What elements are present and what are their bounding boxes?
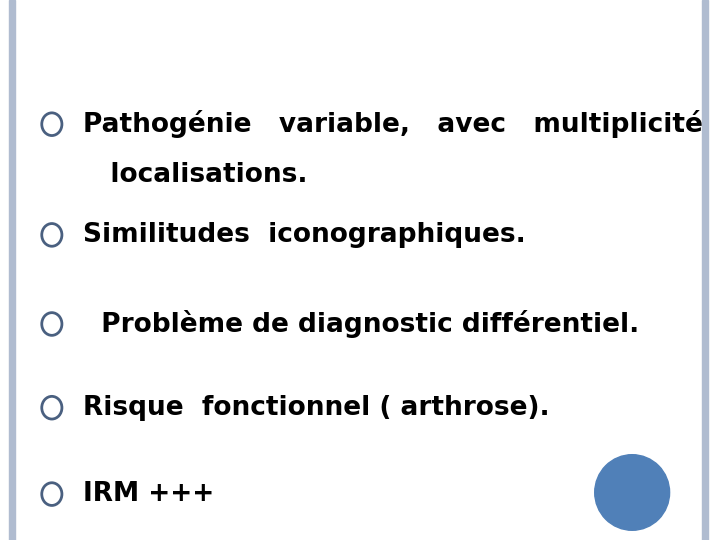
Text: Problème de diagnostic différentiel.: Problème de diagnostic différentiel. [83,310,639,338]
Text: Pathogénie   variable,   avec   multiplicité   de: Pathogénie variable, avec multiplicité d… [83,110,720,138]
FancyBboxPatch shape [702,0,708,540]
Ellipse shape [595,455,670,530]
Text: Risque  fonctionnel ( arthrose).: Risque fonctionnel ( arthrose). [83,395,549,421]
Text: Similitudes  iconographiques.: Similitudes iconographiques. [83,222,526,248]
Text: IRM +++: IRM +++ [83,481,214,507]
Text: localisations.: localisations. [83,163,307,188]
FancyBboxPatch shape [9,0,15,540]
